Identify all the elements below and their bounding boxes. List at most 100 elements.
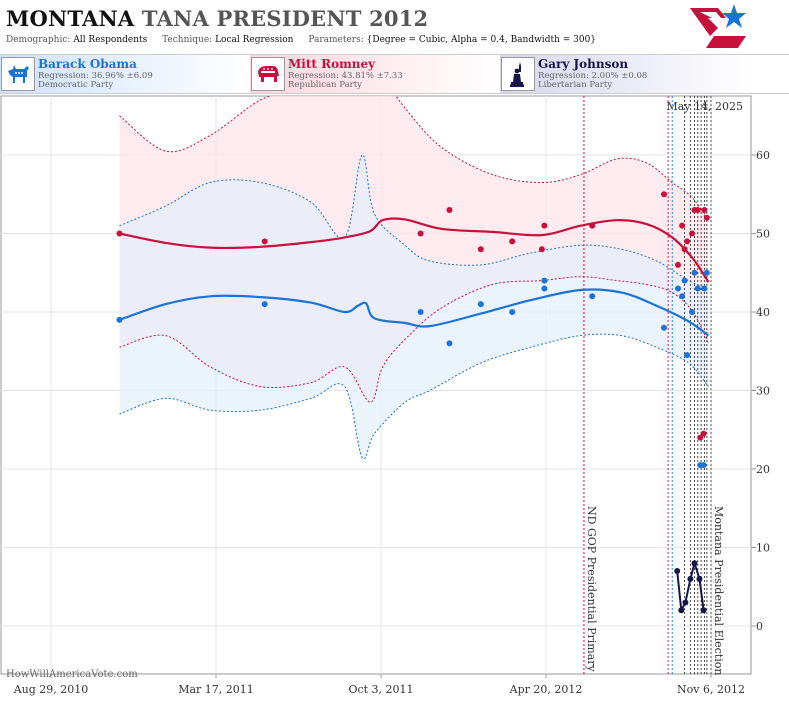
poll-point — [689, 230, 696, 237]
technique-value: Local Regression — [215, 35, 294, 45]
poll-point — [541, 277, 548, 284]
trend-line — [119, 217, 710, 283]
header: MONTANA TANA PRESIDENT 2012 Demographic:… — [0, 0, 789, 54]
parameters-line: Demographic: All Respondents Technique: … — [6, 35, 596, 45]
legend-item-romney[interactable]: Mitt Romney Regression: 43.81% ±7.33 Rep… — [250, 55, 500, 93]
poll-point — [541, 285, 548, 292]
poll-point — [477, 301, 484, 308]
candidate-name: Gary Johnson — [538, 57, 629, 71]
poll-point — [694, 285, 701, 292]
poll-point — [694, 206, 701, 213]
y-tick-label: 0 — [756, 620, 763, 633]
legend-item-johnson[interactable]: Gary Johnson Regression: 2.00% ±0.08 Lib… — [500, 55, 750, 93]
candidate-regression: Regression: 43.81% ±7.33 — [288, 71, 403, 81]
poll-point — [700, 462, 707, 469]
poll-point — [700, 430, 707, 437]
poll-point — [589, 222, 596, 229]
x-tick-label: Nov 6, 2012 — [677, 683, 745, 696]
y-tick-label: 50 — [756, 228, 770, 241]
candidate-name: Mitt Romney — [288, 57, 376, 71]
poll-point — [509, 238, 516, 245]
poll-point — [691, 560, 698, 567]
candidate-party: Republican Party — [288, 80, 362, 90]
band-upper-line — [119, 96, 709, 222]
poll-point — [684, 352, 691, 359]
technique-label: Technique: — [162, 35, 213, 45]
candidate-party: Libertarian Party — [538, 80, 613, 90]
poll-point — [446, 206, 453, 213]
poll-point — [684, 238, 691, 245]
event-label: Montana Presidential Election — [712, 506, 725, 675]
poll-point — [261, 238, 268, 245]
poll-point — [701, 285, 708, 292]
poll-point — [678, 607, 685, 614]
poll-point — [681, 246, 688, 253]
poll-point — [116, 230, 123, 237]
x-tick-label: Mar 17, 2011 — [178, 683, 254, 696]
poll-point — [477, 246, 484, 253]
poll-point — [691, 269, 698, 276]
demographic-label: Demographic: — [6, 35, 71, 45]
title-state: MONTANA — [6, 6, 135, 31]
poll-point — [675, 285, 681, 292]
poll-point — [660, 324, 667, 331]
date-stamp: May 14, 2025 — [666, 100, 743, 113]
poll-point — [660, 191, 667, 198]
plot-layer — [116, 96, 712, 674]
poll-point — [679, 222, 686, 229]
y-tick-label: 30 — [756, 385, 770, 398]
confidence-band — [119, 154, 709, 459]
y-tick-label: 60 — [756, 149, 770, 162]
band-upper-line — [119, 154, 709, 289]
poll-point — [703, 269, 710, 276]
poll-point — [538, 246, 545, 253]
poll-point — [679, 293, 686, 300]
candidate-party: Democratic Party — [38, 80, 114, 90]
candidate-name: Barack Obama — [38, 57, 137, 71]
donkey-icon — [1, 57, 35, 91]
x-tick-label: Apr 20, 2012 — [509, 683, 583, 696]
poll-point — [589, 293, 596, 300]
title-rest: TANA PRESIDENT 2012 — [141, 6, 429, 31]
demographic-value: All Respondents — [73, 35, 148, 45]
parameters-label: Parameters: — [308, 35, 364, 45]
y-tick-label: 40 — [756, 306, 770, 319]
candidate-regression: Regression: 36.96% ±6.09 — [38, 71, 153, 81]
poll-point — [674, 568, 681, 575]
poll-point — [417, 309, 424, 315]
poll-point — [681, 277, 688, 284]
poll-point — [682, 599, 689, 606]
credit-text: HowWillAmericaVote.com — [6, 669, 138, 680]
poll-point — [689, 309, 696, 315]
poll-point — [687, 575, 694, 582]
poll-point — [701, 206, 708, 213]
poll-point — [700, 607, 707, 614]
chart-area: 0 10 20 30 40 50 60 Aug 29, 2010 Mar 17, 2011 Oct… — [0, 92, 789, 704]
x-tick-label: Aug 29, 2010 — [13, 683, 89, 696]
poll-point — [697, 434, 704, 441]
band-lower-line — [119, 276, 709, 403]
event-label: ND GOP Presidential Primary — [585, 506, 598, 673]
candidate-regression: Regression: 2.00% ±0.08 — [538, 71, 648, 81]
statue-of-liberty-icon — [501, 57, 535, 91]
poll-point — [675, 261, 681, 268]
poll-point — [261, 301, 268, 308]
elephant-icon — [251, 57, 285, 91]
parameters-value: {Degree = Cubic, Alpha = 0.4, Bandwidth … — [366, 35, 597, 45]
poll-point — [703, 214, 710, 221]
flag-star-logo[interactable] — [688, 2, 750, 50]
poll-point — [696, 575, 703, 582]
y-tick-label: 20 — [756, 463, 770, 476]
poll-point — [509, 309, 516, 315]
y-tick-label: 10 — [756, 542, 770, 555]
page-title: MONTANA TANA PRESIDENT 2012 — [6, 6, 428, 31]
poll-point — [446, 340, 453, 347]
trend-line — [119, 288, 710, 337]
legend-item-obama[interactable]: Barack Obama Regression: 36.96% ±6.09 De… — [0, 55, 250, 93]
poll-point — [541, 222, 548, 229]
x-tick-label: Oct 3, 2011 — [348, 683, 413, 696]
poll-point — [417, 230, 424, 237]
poll-chart[interactable]: 0 10 20 30 40 50 60 Aug 29, 2010 Mar 17, 2011 Oct… — [0, 92, 789, 704]
candidate-legend: Barack Obama Regression: 36.96% ±6.09 De… — [0, 54, 789, 94]
poll-point — [116, 316, 123, 323]
